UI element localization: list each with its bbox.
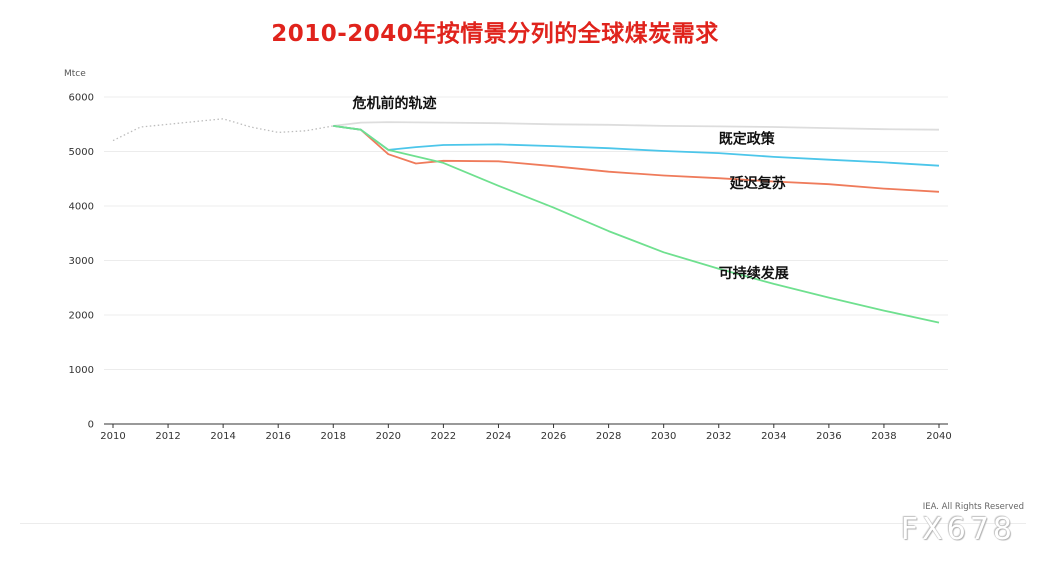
chart-title: 2010-2040年按情景分列的全球煤炭需求 <box>271 21 719 47</box>
x-tick-label: 2014 <box>210 431 235 442</box>
x-tick-label: 2026 <box>541 431 566 442</box>
y-tick-label: 1000 <box>69 365 94 376</box>
series-lines <box>112 118 940 324</box>
series-line-危机前的轨迹 <box>333 121 940 131</box>
x-tick-label: 2036 <box>816 431 841 442</box>
y-tick-label: 3000 <box>69 256 94 267</box>
series-annotation: 延迟复苏 <box>729 175 786 192</box>
x-tick-label: 2028 <box>596 431 621 442</box>
x-tick-label: 2038 <box>871 431 896 442</box>
x-tick-label: 2024 <box>486 431 511 442</box>
y-axis-unit: Mtce <box>64 69 86 79</box>
grid-lines <box>104 96 948 370</box>
y-tick-label: 2000 <box>69 311 94 322</box>
series-line-既定政策 <box>333 125 940 167</box>
x-tick-label: 2016 <box>265 431 290 442</box>
x-tick-label: 2018 <box>321 431 346 442</box>
y-tick-label: 5000 <box>69 147 94 158</box>
watermark-logo: FX678 <box>900 512 1016 547</box>
x-tick-label: 2022 <box>431 431 456 442</box>
series-annotation: 危机前的轨迹 <box>352 95 437 112</box>
x-tick-label: 2040 <box>926 431 951 442</box>
x-tick-label: 2012 <box>155 431 180 442</box>
series-line-historical <box>112 118 334 142</box>
y-tick-label: 6000 <box>69 93 94 104</box>
x-tick-label: 2020 <box>376 431 401 442</box>
axes: 0 1000 2000 3000 4000 5000 6000 Mtce 2010 2012 201… <box>64 69 952 442</box>
y-tick-label: 4000 <box>69 202 94 213</box>
series-line-可持续发展 <box>333 125 940 324</box>
x-tick-label: 2030 <box>651 431 676 442</box>
series-annotation: 可持续发展 <box>719 265 789 282</box>
series-annotation: 既定政策 <box>719 130 776 147</box>
y-tick-label: 0 <box>88 420 94 431</box>
series-line-延迟复苏 <box>333 125 940 193</box>
x-tick-label: 2010 <box>100 431 125 442</box>
copyright-credit: IEA. All Rights Reserved <box>922 502 1024 512</box>
x-tick-label: 2034 <box>761 431 786 442</box>
footer-divider <box>20 523 1026 524</box>
x-tick-label: 2032 <box>706 431 731 442</box>
